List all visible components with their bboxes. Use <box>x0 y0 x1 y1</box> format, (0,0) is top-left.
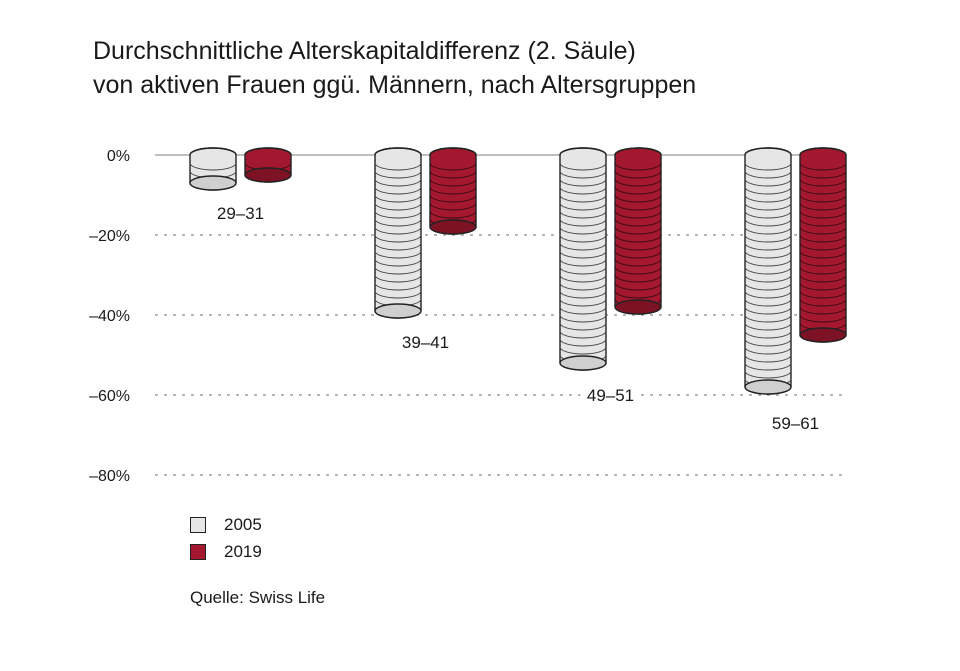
bar-2019-39–41 <box>429 147 477 235</box>
chart-title-line1: Durchschnittliche Alterskapitaldifferenz… <box>93 37 636 65</box>
category-label: 29–31 <box>217 204 264 223</box>
bar-2005-29–31 <box>189 147 237 191</box>
bar-2019-29–31 <box>244 147 292 183</box>
legend-label: 2005 <box>224 514 262 534</box>
legend-item-2019: 2019 <box>190 538 262 565</box>
bar-2005-59–61 <box>744 147 792 395</box>
bar-2005-39–41 <box>374 147 422 319</box>
category-label: 39–41 <box>402 333 449 352</box>
legend-swatch-2005 <box>190 516 206 533</box>
chart-title: Durchschnittliche Alterskapitaldifferenz… <box>93 34 696 102</box>
bar-2005-49–51 <box>559 147 607 371</box>
chart-title-line2: von aktiven Frauen ggü. Männern, nach Al… <box>93 71 697 99</box>
bar-2019-59–61 <box>799 147 847 343</box>
y-tick-label: –80% <box>89 468 130 485</box>
y-tick-label: –60% <box>89 388 130 405</box>
y-tick-label: –40% <box>89 308 130 325</box>
bar-2019-49–51 <box>614 147 662 315</box>
legend-item-2005: 2005 <box>190 511 262 538</box>
y-tick-label: 0% <box>107 148 130 165</box>
category-label: 59–61 <box>772 414 819 433</box>
source-note: Quelle: Swiss Life <box>190 588 326 607</box>
category-label: 49–51 <box>587 386 634 405</box>
y-tick-label: –20% <box>89 228 130 245</box>
legend: 2005 2019 <box>190 511 262 565</box>
legend-swatch-2019 <box>190 543 206 560</box>
legend-label: 2019 <box>224 541 262 561</box>
